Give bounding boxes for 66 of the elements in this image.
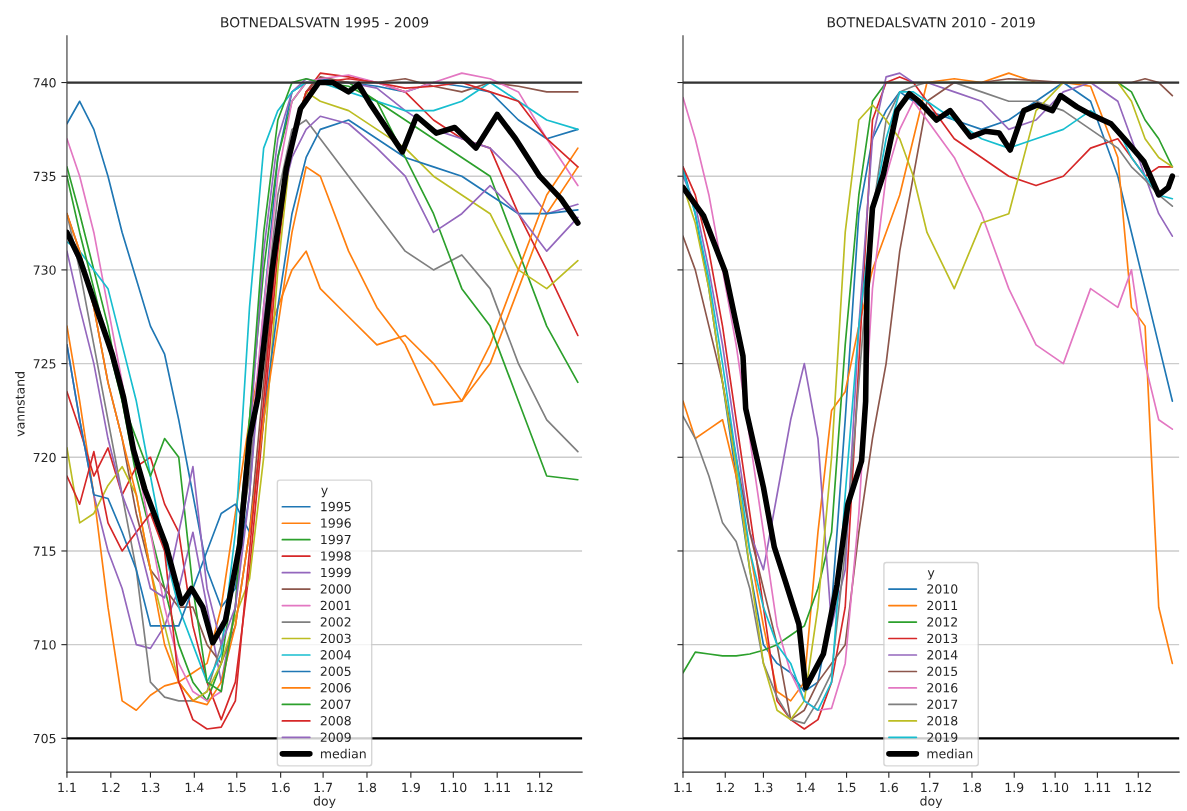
- legend-label: 2009: [320, 732, 351, 742]
- x-tick-label: 1.3: [754, 782, 773, 793]
- y-tick-label: 715: [33, 546, 56, 556]
- legend-label: 1996: [321, 518, 351, 528]
- x-tick-label: 1.8: [963, 782, 982, 793]
- legend-label: 2019: [927, 732, 958, 742]
- x-axis-title: doy: [920, 795, 943, 809]
- x-tick-label: 1.7: [314, 782, 332, 792]
- legend-title: y: [321, 487, 328, 498]
- legend-label: 2003: [320, 633, 351, 644]
- legend-label: 1999: [321, 567, 351, 578]
- x-tick-label: 1.10: [1042, 782, 1069, 793]
- x-tick-label: 1.6: [272, 782, 290, 793]
- x-tick-label: 1.8: [358, 782, 377, 793]
- x-tick-label: 1.2: [716, 782, 734, 792]
- legend-label: 2012: [927, 617, 957, 627]
- chart-title: BOTNEDALSVATN 1995 - 2009: [221, 17, 429, 28]
- legend-label: 1998: [321, 551, 351, 561]
- legend-label: median: [320, 748, 366, 759]
- x-tick-label: 1.12: [1125, 782, 1151, 792]
- legend-label: 2001: [320, 600, 351, 611]
- legend-title: y: [927, 570, 935, 580]
- legend-label: 2000: [320, 584, 351, 594]
- legend-label: 2008: [320, 716, 351, 726]
- y-tick-label: 720: [33, 452, 56, 463]
- x-axis-title: doy: [313, 795, 336, 809]
- x-tick-label: 1.7: [921, 782, 939, 792]
- legend-label: 1995: [321, 501, 351, 512]
- x-tick-label: 1.3: [141, 782, 160, 793]
- x-tick-label: 1.4: [185, 782, 204, 792]
- x-tick-label: 1.5: [228, 782, 246, 793]
- y-axis-title: vannstand: [15, 372, 25, 437]
- legend-label: 2005: [320, 666, 351, 677]
- x-tick-label: 1.2: [102, 782, 120, 792]
- x-tick-label: 1.9: [402, 782, 420, 793]
- y-tick-label: 705: [33, 733, 56, 744]
- x-tick-label: 1.12: [527, 782, 553, 792]
- legend-label: 2002: [320, 617, 351, 627]
- legend-label: 2010: [927, 584, 958, 594]
- legend-label: 2015: [927, 666, 958, 677]
- legend-label: 2017: [927, 699, 958, 709]
- legend-label: median: [927, 748, 973, 759]
- y-tick-label: 740: [33, 78, 56, 88]
- x-tick-label: 1.1: [58, 782, 76, 792]
- x-tick-label: 1.5: [838, 782, 856, 793]
- legend-label: 2006: [320, 683, 351, 693]
- legend-label: 2014: [927, 650, 958, 660]
- x-tick-label: 1.10: [440, 782, 467, 793]
- legend-label: 2016: [927, 683, 958, 693]
- legend-label: 2011: [927, 600, 958, 611]
- legend-label: 2018: [927, 716, 958, 726]
- x-tick-label: 1.11: [1084, 782, 1111, 792]
- legend-label: 2013: [927, 633, 958, 644]
- legend-label: 2004: [320, 650, 351, 660]
- x-tick-label: 1.9: [1005, 782, 1024, 793]
- y-tick-label: 725: [33, 359, 56, 369]
- y-tick-label: 710: [33, 640, 56, 650]
- x-tick-label: 1.6: [880, 782, 898, 793]
- x-tick-label: 1.11: [484, 782, 510, 792]
- chart-title: BOTNEDALSVATN 2010 - 2019: [827, 17, 1035, 28]
- legend-label: 1997: [321, 534, 351, 545]
- x-tick-label: 1.4: [797, 782, 815, 792]
- y-tick-label: 735: [33, 171, 56, 182]
- legend-label: 2007: [320, 699, 351, 709]
- x-tick-label: 1.1: [674, 782, 692, 792]
- y-tick-label: 730: [33, 265, 56, 275]
